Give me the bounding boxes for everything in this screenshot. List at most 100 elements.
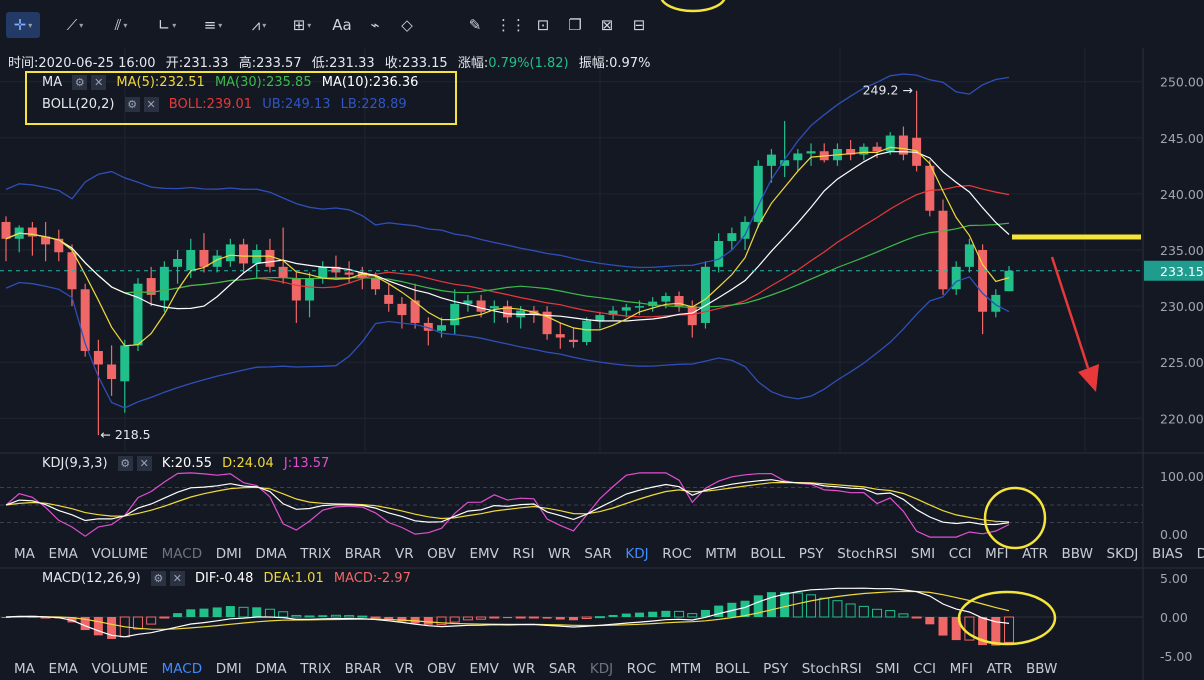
indicator-tab-kdj[interactable]: KDJ xyxy=(625,546,649,562)
shape-icon[interactable]: ⊞ ▾ xyxy=(292,16,312,34)
boll-upper-line xyxy=(5,73,1010,269)
indicator-tab-volume[interactable]: VOLUME xyxy=(91,661,149,677)
indicator-tab-dmi[interactable]: DMI xyxy=(215,546,242,562)
ma-settings-icon[interactable]: ⚙ xyxy=(72,75,88,90)
indicator-tab-smi[interactable]: SMI xyxy=(875,661,900,677)
macd-histogram-bar xyxy=(885,610,896,618)
candle-body xyxy=(859,146,869,155)
indicator-tab-smi[interactable]: SMI xyxy=(910,546,936,562)
indicator-tab-skdj[interactable]: SKDJ xyxy=(1106,546,1139,562)
lock-icon[interactable]: ⊡ xyxy=(536,16,550,34)
ma-close-icon[interactable]: ✕ xyxy=(91,75,107,90)
screenshot-icon[interactable]: ⊠ xyxy=(600,16,614,34)
indicator-tab-wr[interactable]: WR xyxy=(548,546,571,562)
candle-body xyxy=(885,135,895,152)
indicator-tab-stochrsi[interactable]: StochRSI xyxy=(801,661,862,677)
indicator-tab-sar[interactable]: SAR xyxy=(548,661,577,677)
candle-body xyxy=(80,289,90,351)
candle-body xyxy=(938,210,948,290)
indicator-tab-brar[interactable]: BRAR xyxy=(344,546,382,562)
angle-icon[interactable]: ∟ ▾ xyxy=(157,16,177,34)
indicator-tab-ema[interactable]: EMA xyxy=(48,546,78,562)
indicator-tab-psy[interactable]: PSY xyxy=(798,546,824,562)
boll-close-icon[interactable]: ✕ xyxy=(143,97,159,112)
indicator-tab-mtm[interactable]: MTM xyxy=(705,546,737,562)
text-icon[interactable]: Aa xyxy=(332,16,352,34)
indicator-tab-macd[interactable]: MACD xyxy=(161,661,203,677)
crosshair-icon[interactable]: ✛ ▾ xyxy=(6,12,40,38)
indicator-tab-atr[interactable]: ATR xyxy=(1022,546,1048,562)
indicator-tab-trix[interactable]: TRIX xyxy=(300,661,332,677)
candle-body xyxy=(67,252,77,290)
pen-icon[interactable]: ✎ xyxy=(468,16,482,34)
indicator-tab-obv[interactable]: OBV xyxy=(427,546,456,562)
indicator-tab-boll[interactable]: BOLL xyxy=(750,546,786,562)
indicator-tab-stochrsi[interactable]: StochRSI xyxy=(837,546,898,562)
macd-dea-line xyxy=(5,590,1010,630)
trash-icon[interactable]: ⊟ xyxy=(632,16,646,34)
indicator-tab-ma[interactable]: MA xyxy=(14,661,35,677)
kdj-close-icon[interactable]: ✕ xyxy=(136,456,152,471)
indicator-tab-dma[interactable]: DMA xyxy=(255,661,287,677)
indicator-tab-mfi[interactable]: MFI xyxy=(949,661,973,677)
indicator-tab-psy[interactable]: PSY xyxy=(763,661,789,677)
range-icon[interactable]: ⋮⋮ xyxy=(496,16,526,34)
trend-line-icon[interactable]: ⟋ ▾ xyxy=(66,16,84,34)
indicator-tab-cci[interactable]: CCI xyxy=(913,661,936,677)
indicator-tab-dmi[interactable]: DMI xyxy=(215,661,242,677)
indicator-tab-cci[interactable]: CCI xyxy=(948,546,972,562)
indicator-tab-sar[interactable]: SAR xyxy=(584,546,612,562)
ma-legend: MA ⚙ ✕ MA(5):232.51 MA(30):235.85 MA(10):… xyxy=(42,75,418,90)
eraser-icon[interactable]: ◇ xyxy=(401,16,413,34)
indicator-tab-volume[interactable]: VOLUME xyxy=(91,546,149,562)
macd-histogram-bar xyxy=(318,615,328,617)
ma30-value: MA(30):235.85 xyxy=(214,75,312,90)
copy-icon[interactable]: ❐ xyxy=(568,16,582,34)
indicator-tab-boll[interactable]: BOLL xyxy=(714,661,750,677)
indicator-tab-bias[interactable]: BIAS xyxy=(1151,546,1183,562)
kdj-settings-icon[interactable]: ⚙ xyxy=(117,456,133,471)
indicator-tab-roc[interactable]: ROC xyxy=(662,546,692,562)
indicator-tab-brar[interactable]: BRAR xyxy=(344,661,382,677)
macd-close-icon[interactable]: ✕ xyxy=(169,571,185,586)
brush-icon[interactable]: ⌁ xyxy=(370,16,380,34)
indicator-tab-roc[interactable]: ROC xyxy=(626,661,657,677)
candle-body xyxy=(766,154,776,166)
boll-settings-icon[interactable]: ⚙ xyxy=(124,97,140,112)
candle-body xyxy=(608,310,618,316)
macd-settings-icon[interactable]: ⚙ xyxy=(150,571,166,586)
candle-body xyxy=(463,300,473,304)
candle-body xyxy=(898,135,908,155)
indicator-tab-ma[interactable]: MA xyxy=(14,546,35,562)
indicator-tab-vr[interactable]: VR xyxy=(394,661,414,677)
fib-icon[interactable]: ≡ ▾ xyxy=(203,16,223,34)
indicator-tab-dma[interactable]: DMA xyxy=(255,546,287,562)
indicator-tab-emv[interactable]: EMV xyxy=(469,661,499,677)
candle-body xyxy=(1004,270,1014,292)
indicator-tab-macd[interactable]: MACD xyxy=(161,546,203,562)
indicator-tab-atr[interactable]: ATR xyxy=(986,661,1013,677)
indicator-tab-ema[interactable]: EMA xyxy=(48,661,78,677)
indicator-tab-bbw[interactable]: BBW xyxy=(1026,661,1058,677)
boll-mid-line xyxy=(5,184,1010,318)
indicator-tab-bbw[interactable]: BBW xyxy=(1061,546,1093,562)
indicator-tab-wr[interactable]: WR xyxy=(512,661,536,677)
indicator-tab-rsi[interactable]: RSI xyxy=(512,546,535,562)
macd-histogram-bar xyxy=(991,617,1001,646)
indicator-tab-emv[interactable]: EMV xyxy=(469,546,499,562)
indicator-tab-kdj[interactable]: KDJ xyxy=(589,661,614,677)
indicator-tab-mtm[interactable]: MTM xyxy=(669,661,702,677)
candle-body xyxy=(41,236,51,245)
indicator-tab-mfi[interactable]: MFI xyxy=(985,546,1009,562)
ma10-line xyxy=(5,151,1010,322)
wave-icon[interactable]: ⩘ ▾ xyxy=(251,16,267,34)
macd-histogram-bar xyxy=(132,616,143,630)
indicator-tab-vr[interactable]: VR xyxy=(394,546,414,562)
macd-histogram-bar xyxy=(766,592,776,617)
indicator-tab-trix[interactable]: TRIX xyxy=(300,546,332,562)
indicator-tab-dpo[interactable]: DPO xyxy=(1196,546,1204,562)
macd-histogram-bar xyxy=(925,617,935,625)
parallel-channel-icon[interactable]: ⫽ ▾ xyxy=(114,16,128,34)
indicator-tab-obv[interactable]: OBV xyxy=(427,661,456,677)
